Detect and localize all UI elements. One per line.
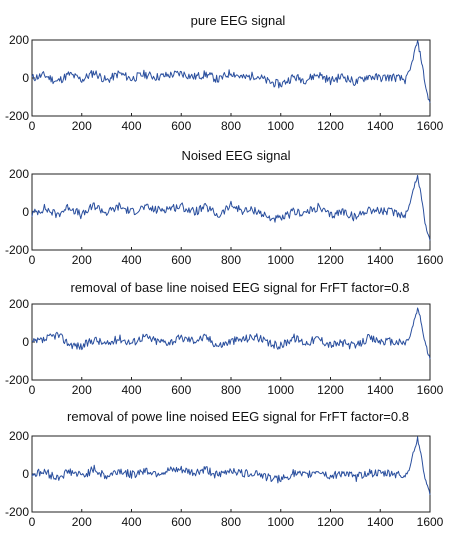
y-tick-label: -200 (5, 373, 29, 387)
x-tick-label: 0 (29, 515, 36, 529)
y-tick-label: 200 (9, 33, 29, 47)
x-tick-label: 1400 (367, 515, 394, 529)
x-tick-label: 200 (72, 253, 92, 267)
chart-panel-1: pure EEG signal 0 200 400 600 800 1000 1200 140… (5, 13, 444, 133)
y-tick-label: -200 (5, 243, 29, 257)
chart-title-4: removal of powe line noised EEG signal f… (67, 409, 409, 424)
x-tick-label: 1600 (417, 253, 444, 267)
x-tick-label: 1600 (417, 515, 444, 529)
y-tick-label: -200 (5, 505, 29, 519)
signal-line (31, 307, 431, 360)
x-tick-label: 1600 (417, 119, 444, 133)
signal-series-4 (31, 436, 431, 495)
x-tick-label: 0 (29, 253, 36, 267)
x-tick-label: 1400 (367, 253, 394, 267)
x-tick-label: 1200 (317, 383, 344, 397)
x-tick-label: 800 (221, 515, 241, 529)
y-tick-label: 0 (22, 205, 29, 219)
x-tick-label: 1200 (317, 119, 344, 133)
chart-title-1: pure EEG signal (191, 13, 286, 28)
x-tick-label: 1000 (267, 515, 294, 529)
signal-line (31, 40, 431, 103)
x-tick-label: 600 (171, 119, 191, 133)
chart-panel-4: removal of powe line noised EEG signal f… (5, 409, 444, 529)
signal-series-1 (31, 40, 431, 103)
y-tick-label: -200 (5, 109, 29, 123)
y-tick-label: 200 (9, 429, 29, 443)
x-tick-label: 400 (121, 515, 141, 529)
signal-series-3 (31, 307, 431, 360)
x-tick-label: 1200 (317, 515, 344, 529)
y-tick-label: 200 (9, 167, 29, 181)
y-tick-label: 200 (9, 297, 29, 311)
x-tick-label: 600 (171, 253, 191, 267)
signal-series-2 (31, 174, 431, 241)
chart-title-2: Noised EEG signal (181, 148, 290, 163)
x-tick-label: 200 (72, 515, 92, 529)
y-tick-label: 0 (22, 71, 29, 85)
x-tick-label: 1000 (267, 383, 294, 397)
x-tick-label: 400 (121, 383, 141, 397)
x-tick-label: 0 (29, 383, 36, 397)
signal-line (31, 174, 431, 241)
x-tick-label: 600 (171, 515, 191, 529)
y-tick-label: 0 (22, 467, 29, 481)
plot-frame-1 (31, 39, 431, 117)
x-tick-label: 1000 (267, 119, 294, 133)
x-tick-label: 1000 (267, 253, 294, 267)
plot-frame-2 (31, 173, 431, 251)
x-tick-label: 400 (121, 119, 141, 133)
x-tick-label: 200 (72, 383, 92, 397)
x-tick-label: 200 (72, 119, 92, 133)
x-tick-label: 400 (121, 253, 141, 267)
chart-title-3: removal of base line noised EEG signal f… (70, 280, 409, 295)
x-tick-label: 1400 (367, 119, 394, 133)
x-tick-label: 1400 (367, 383, 394, 397)
signal-line (31, 436, 431, 495)
chart-panel-3: removal of base line noised EEG signal f… (5, 280, 444, 397)
y-tick-label: 0 (22, 335, 29, 349)
x-tick-label: 0 (29, 119, 36, 133)
plot-frame-4 (31, 435, 431, 513)
x-tick-label: 600 (171, 383, 191, 397)
x-tick-label: 800 (221, 119, 241, 133)
chart-panel-2: Noised EEG signal 0 200 400 600 800 1000 1200 1… (5, 148, 444, 267)
x-tick-label: 800 (221, 383, 241, 397)
x-tick-label: 800 (221, 253, 241, 267)
x-tick-label: 1600 (417, 383, 444, 397)
x-tick-label: 1200 (317, 253, 344, 267)
